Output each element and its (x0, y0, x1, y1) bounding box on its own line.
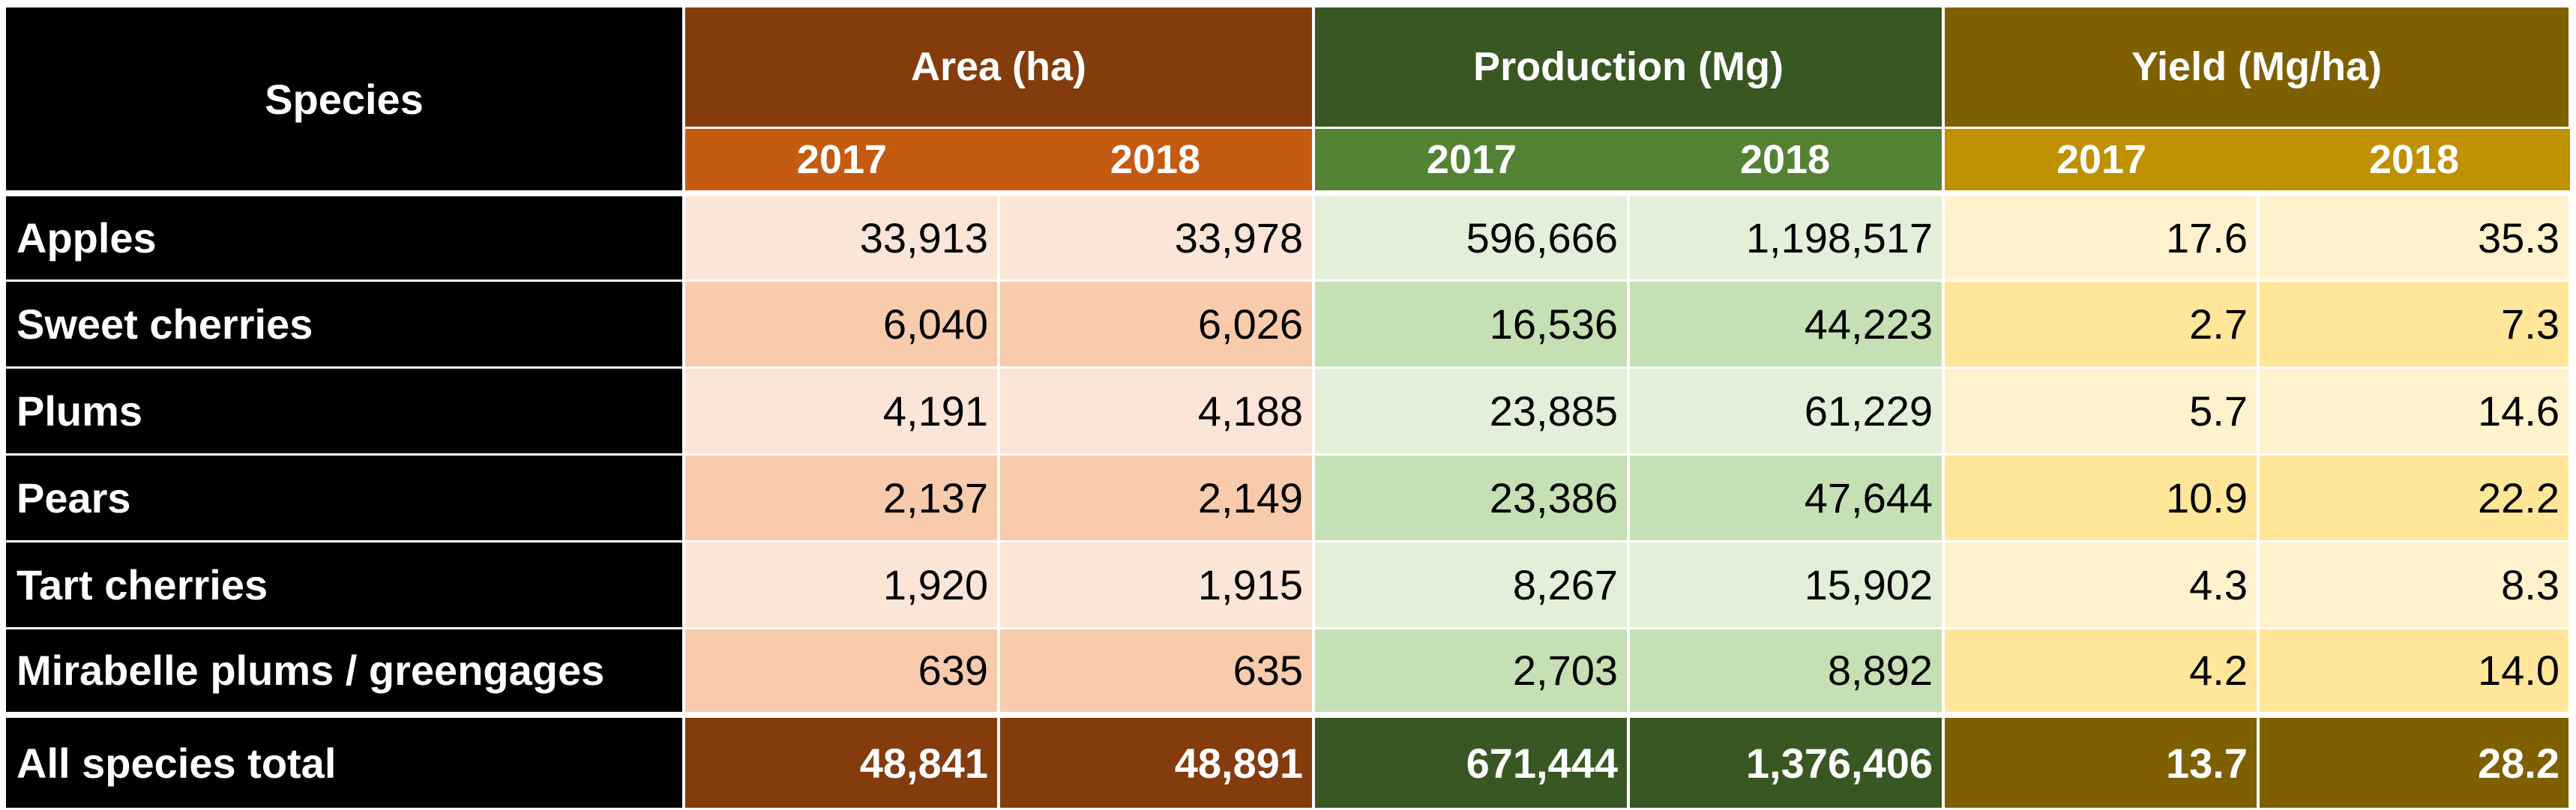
area-2017-header: 2017 (684, 127, 999, 196)
species-cell: Mirabelle plums / greengages (6, 628, 685, 716)
yield-2017-cell: 4.2 (1943, 628, 2260, 716)
area-2017-cell: 4,191 (684, 367, 1000, 456)
species-cell: Plums (6, 367, 685, 456)
area-group-header: Area (ha) (684, 7, 1315, 129)
total-production-2018-cell: 1,376,406 (1628, 712, 1945, 808)
area-2018-cell: 2,149 (999, 454, 1315, 542)
production-2018-cell: 8,892 (1628, 628, 1945, 716)
yield-2017-cell: 10.9 (1943, 454, 2260, 542)
area-2017-cell: 33,913 (684, 193, 1000, 282)
yield-2018-cell: 14.0 (2258, 628, 2572, 716)
yield-2018-cell: 22.2 (2258, 454, 2572, 542)
species-column-header: Species (6, 7, 685, 196)
total-area-2017-cell: 48,841 (684, 712, 1000, 808)
yield-2018-cell: 7.3 (2258, 280, 2572, 369)
group-header-row: Species Area (ha) Production (Mg) Yield … (6, 7, 2572, 196)
area-2018-cell: 4,188 (999, 367, 1315, 456)
production-2018-header: 2018 (1628, 127, 1945, 196)
yield-2018-cell: 14.6 (2258, 367, 2572, 456)
production-2017-header: 2017 (1313, 127, 1628, 196)
area-2017-cell: 2,137 (684, 454, 1000, 542)
species-cell: Apples (6, 193, 685, 282)
yield-2018-cell: 8.3 (2258, 541, 2572, 629)
area-2017-cell: 6,040 (684, 280, 1000, 369)
production-2018-cell: 1,198,517 (1628, 193, 1945, 282)
area-2018-cell: 1,915 (999, 541, 1315, 629)
fruit-production-table: Species Area (ha) Production (Mg) Yield … (6, 7, 2572, 808)
area-2018-cell: 635 (999, 628, 1315, 716)
production-2017-cell: 2,703 (1313, 628, 1630, 716)
total-label-cell: All species total (6, 712, 685, 808)
production-2017-cell: 8,267 (1313, 541, 1630, 629)
production-2018-cell: 61,229 (1628, 367, 1945, 456)
production-2018-cell: 44,223 (1628, 280, 1945, 369)
yield-group-header: Yield (Mg/ha) (1943, 7, 2572, 129)
production-2018-cell: 15,902 (1628, 541, 1945, 629)
production-2017-cell: 596,666 (1313, 193, 1630, 282)
yield-2017-cell: 2.7 (1943, 280, 2260, 369)
table-row: Pears 2,137 2,149 23,386 47,644 10.9 22.… (6, 454, 2572, 542)
yield-2018-cell: 35.3 (2258, 193, 2572, 282)
total-area-2018-cell: 48,891 (999, 712, 1315, 808)
production-2017-cell: 23,885 (1313, 367, 1630, 456)
species-cell: Pears (6, 454, 685, 542)
area-2018-cell: 6,026 (999, 280, 1315, 369)
production-2017-cell: 16,536 (1313, 280, 1630, 369)
area-2018-header: 2018 (999, 127, 1315, 196)
table-row: Plums 4,191 4,188 23,885 61,229 5.7 14.6 (6, 367, 2572, 456)
table-row: Sweet cherries 6,040 6,026 16,536 44,223… (6, 280, 2572, 369)
area-2017-cell: 639 (684, 628, 1000, 716)
production-group-header: Production (Mg) (1313, 7, 1945, 129)
yield-2017-header: 2017 (1943, 127, 2259, 196)
species-cell: Tart cherries (6, 541, 685, 629)
yield-2017-cell: 4.3 (1943, 541, 2260, 629)
yield-2017-cell: 5.7 (1943, 367, 2260, 456)
species-cell: Sweet cherries (6, 280, 685, 369)
table-row: Mirabelle plums / greengages 639 635 2,7… (6, 628, 2572, 716)
total-yield-2017-cell: 13.7 (1943, 712, 2260, 808)
production-2018-cell: 47,644 (1628, 454, 1945, 542)
year-header-row: 2017 2018 2017 2018 2017 2018 (6, 127, 2571, 196)
area-2018-cell: 33,978 (999, 193, 1315, 282)
table-row: Tart cherries 1,920 1,915 8,267 15,902 4… (6, 541, 2572, 629)
total-yield-2018-cell: 28.2 (2258, 712, 2572, 808)
table-row: Apples 33,913 33,978 596,666 1,198,517 1… (6, 193, 2572, 282)
area-2017-cell: 1,920 (684, 541, 1000, 629)
total-row: All species total 48,841 48,891 671,444 … (6, 712, 2572, 808)
yield-2017-cell: 17.6 (1943, 193, 2260, 282)
production-2017-cell: 23,386 (1313, 454, 1630, 542)
yield-2018-header: 2018 (2258, 127, 2571, 196)
total-production-2017-cell: 671,444 (1313, 712, 1630, 808)
